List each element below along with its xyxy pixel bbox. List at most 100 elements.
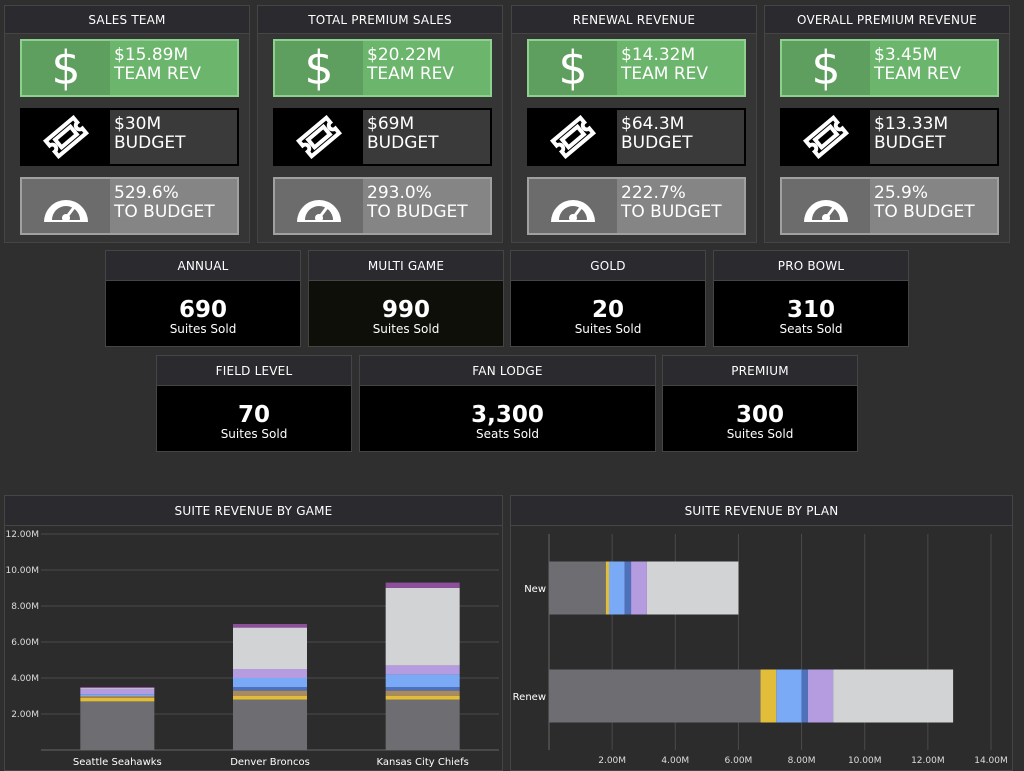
budget-row: $13.33M BUDGET [780,108,999,166]
tile-annual: ANNUAL 690 Suites Sold [105,250,301,347]
tile-value: 20 [591,297,624,323]
bar-segment [233,627,307,669]
y-tick-label: 6.00M [11,638,39,648]
kpi-panel-sales-team: SALES TEAM $ $15.89M TEAM REV $30M BUDGET … [4,5,250,243]
tile-gold: GOLD 20 Suites Sold [510,250,706,347]
tile-value: 690 [178,297,227,323]
bar-segment [385,674,460,687]
bar-segment [385,665,460,675]
kpi-value: $69M [367,114,415,134]
bar-segment [80,694,155,696]
tile-premium: PREMIUM 300 Suites Sold [662,355,858,452]
bar-segment [233,678,307,687]
chart-panel-suite-revenue-by-game: SUITE REVENUE BY GAME 2.00M 4.00M 6.00M 8.0… [4,495,503,771]
tile-sub: Suites Sold [220,427,288,441]
kpi-label: TEAM REV [874,64,962,84]
tile-title: GOLD [511,251,705,281]
dollar-icon: $ [22,41,110,95]
team-rev-row: $ $3.45M TEAM REV [780,39,999,97]
chart-panel-suite-revenue-by-plan: SUITE REVENUE BY PLAN 2.00M 4.00M 6.00M 8.0… [510,495,1013,771]
to-budget-row: 25.9% TO BUDGET [780,177,999,235]
kpi-label: TO BUDGET [367,202,468,222]
gauge-icon [782,179,870,233]
tile-fan-lodge: FAN LODGE 3,300 Seats Sold [359,355,656,452]
bar-segment [233,696,307,700]
kpi-value: 293.0% [367,183,432,203]
x-tick-label: 10.00M [848,756,882,766]
bar-segment [605,561,609,615]
tile-title: PRO BOWL [714,251,908,281]
kpi-label: TO BUDGET [621,202,722,222]
kpi-label: BUDGET [114,133,186,153]
bar-segment [80,687,155,688]
plan-chart-svg: 2.00M 4.00M 6.00M 8.00M 10.00M 12.00M 14.00M Ne… [513,534,1008,766]
kpi-label: BUDGET [874,133,946,153]
x-tick-label: Kansas City Chiefs [376,757,468,768]
bar-segment [549,561,606,615]
gauge-icon [275,179,363,233]
kpi-value: $13.33M [874,114,949,134]
gauge-icon [22,179,110,233]
bar-segment [549,669,761,723]
bar-segment [385,687,460,691]
tile-sub: Suites Sold [169,322,237,336]
bar-segment [385,582,460,588]
x-tick-label: Seattle Seahawks [73,757,162,768]
gauge-icon [529,179,617,233]
bar-segment [646,561,739,615]
dollar-icon: $ [529,41,617,95]
y-tick-label: 10.00M [5,566,39,576]
tile-sub: Suites Sold [372,322,440,336]
tile-multi-game: MULTI GAME 990 Suites Sold [308,250,504,347]
x-tick-label: 2.00M [598,756,626,766]
bar-segment [80,687,155,689]
y-tick-label: 4.00M [11,674,39,684]
kpi-value: $15.89M [114,45,189,65]
kpi-label: TEAM REV [367,64,455,84]
kpi-label: TO BUDGET [874,202,975,222]
bar-segment [776,669,802,723]
tile-title: PREMIUM [663,356,857,386]
y-tick-label: 8.00M [11,602,39,612]
y-tick-label: 12.00M [5,530,39,540]
y-tick-label: Renew [513,692,546,703]
kpi-panel-renewal-revenue: RENEWAL REVENUE $ $14.32M TEAM REV $64.3M… [511,5,757,243]
to-budget-row: 529.6% TO BUDGET [20,177,239,235]
panel-title: RENEWAL REVENUE [512,6,756,34]
bar-segment [385,699,460,750]
ticket-icon [22,110,110,164]
bar-segment [80,701,155,750]
svg-text:$: $ [51,44,80,92]
bar-segment [385,696,460,700]
kpi-value: $20.22M [367,45,442,65]
tile-value: 300 [735,402,784,428]
dollar-icon: $ [275,41,363,95]
kpi-label: TEAM REV [114,64,202,84]
budget-row: $69M BUDGET [273,108,492,166]
bar-segment [608,561,625,615]
y-tick-label: 2.00M [11,710,39,720]
bar-segment [807,669,834,723]
team-rev-row: $ $20.22M TEAM REV [273,39,492,97]
kpi-panel-total-premium-sales: TOTAL PREMIUM SALES $ $20.22M TEAM REV $6… [257,5,503,243]
bar-segment [233,687,307,691]
kpi-value: $30M [114,114,162,134]
bar-segment [385,690,460,696]
ticket-icon [782,110,870,164]
chart-title: SUITE REVENUE BY PLAN [511,496,1012,526]
panel-title: TOTAL PREMIUM SALES [258,6,502,34]
tile-value: 3,300 [471,402,544,428]
kpi-value: 25.9% [874,183,929,203]
bar-segment [760,669,777,723]
bar-segment [80,697,155,702]
svg-text:$: $ [304,44,333,92]
tile-pro-bowl: PRO BOWL 310 Seats Sold [713,250,909,347]
tile-sub: Seats Sold [779,322,843,336]
bar-segment [833,669,954,723]
panel-title: OVERALL PREMIUM REVENUE [765,6,1009,34]
x-tick-label: Denver Broncos [230,757,310,768]
team-rev-row: $ $15.89M TEAM REV [20,39,239,97]
tile-value: 990 [381,297,430,323]
to-budget-row: 222.7% TO BUDGET [527,177,746,235]
bar-segment [80,688,155,695]
